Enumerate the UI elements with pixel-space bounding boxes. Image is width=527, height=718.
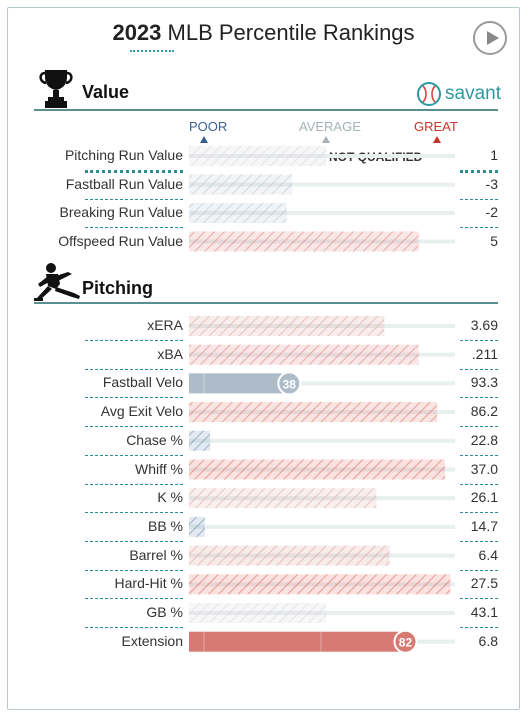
metric-label: Whiff %: [135, 460, 183, 477]
metric-value: 26.1: [470, 489, 498, 506]
row-divider: [85, 569, 183, 571]
metric-label: Extension: [121, 632, 183, 649]
metric-value: 3.69: [470, 317, 498, 333]
scale-average-label: AVERAGE: [299, 119, 361, 134]
metric-label: Pitching Run Value: [64, 147, 183, 163]
metric-label: GB %: [146, 604, 183, 620]
metric-value: 6.4: [478, 546, 498, 563]
metric-label: Chase %: [126, 431, 183, 448]
metric-label: xBA: [157, 345, 183, 362]
page-title: 2023 MLB Percentile Rankings: [0, 20, 527, 46]
row-divider: [460, 512, 498, 514]
metric-value: 6.8: [478, 632, 498, 649]
play-button[interactable]: [473, 21, 507, 55]
row-divider: [85, 198, 183, 200]
play-icon: [487, 31, 499, 45]
trophy-icon: [39, 70, 73, 108]
metric-label: K %: [157, 489, 183, 506]
metric-value: 22.8: [470, 431, 498, 448]
section-label-pitching: Pitching: [82, 278, 153, 298]
row-divider: [85, 368, 183, 370]
row-divider: [460, 397, 498, 399]
metric-label: Offspeed Run Value: [58, 232, 183, 249]
metric-value: 5: [490, 232, 498, 249]
title-text: MLB Percentile Rankings: [167, 20, 415, 45]
metric-label: Fastball Velo: [102, 374, 183, 391]
metric-label: Hard-Hit %: [114, 575, 183, 592]
row-divider: [85, 598, 183, 600]
row-divider: [460, 627, 498, 628]
metric-label: BB %: [147, 517, 183, 534]
row-divider: [85, 426, 183, 428]
metric-label: Fastball Run Value: [65, 175, 183, 192]
metric-label: xERA: [147, 317, 183, 333]
metric-label: Avg Exit Velo: [100, 403, 183, 420]
row-divider: [85, 227, 183, 228]
metric-label: Breaking Run Value: [59, 204, 183, 220]
scale-average-marker: [322, 136, 330, 143]
scale-great-label: GREAT: [414, 119, 458, 134]
pitcher-icon: [34, 263, 80, 301]
metric-value: 1: [490, 147, 498, 163]
savant-logo-text[interactable]: savant: [445, 83, 501, 104]
row-divider: [460, 227, 498, 228]
metric-value: .211: [471, 345, 498, 362]
metric-label: Barrel %: [129, 546, 183, 563]
metric-value: 86.2: [470, 403, 498, 420]
row-divider: [460, 540, 498, 542]
metric-value: 27.5: [470, 575, 498, 592]
metric-value: 37.0: [470, 460, 498, 477]
row-divider: [460, 569, 498, 571]
metric-value: 43.1: [470, 604, 498, 620]
scale-poor-label: POOR: [189, 119, 228, 134]
row-divider: [85, 340, 183, 341]
baseball-icon: [417, 82, 441, 106]
row-divider: [85, 627, 183, 628]
metric-value: -2: [485, 204, 498, 220]
row-divider: [85, 512, 183, 514]
row-divider: [85, 483, 183, 485]
not-qualified-label: NOT QUALIFIED: [329, 150, 423, 164]
row-divider: [460, 340, 498, 341]
row-divider: [85, 454, 183, 456]
row-divider: [460, 483, 498, 485]
scale-great-marker: [433, 136, 441, 143]
row-divider: [460, 198, 498, 200]
section-rule: [34, 109, 498, 111]
row-divider: [460, 454, 498, 456]
title-underline: [130, 50, 174, 52]
row-divider: [85, 540, 183, 542]
row-divider: [460, 426, 498, 428]
row-divider: [85, 397, 183, 399]
card-frame: [7, 7, 520, 710]
metric-value: 93.3: [470, 374, 498, 391]
title-year: 2023: [112, 20, 162, 45]
row-divider: [460, 368, 498, 370]
section-label-value: Value: [82, 82, 130, 102]
scale-poor-marker: [200, 136, 208, 143]
row-divider: [85, 170, 183, 173]
metric-value: -3: [485, 175, 498, 192]
pitching-section-header: Pitching: [34, 262, 498, 304]
section-rule: [34, 302, 498, 304]
row-divider: [460, 170, 498, 173]
row-divider: [460, 598, 498, 600]
value-section-header: Value: [34, 68, 498, 111]
metric-value: 14.7: [470, 517, 498, 534]
